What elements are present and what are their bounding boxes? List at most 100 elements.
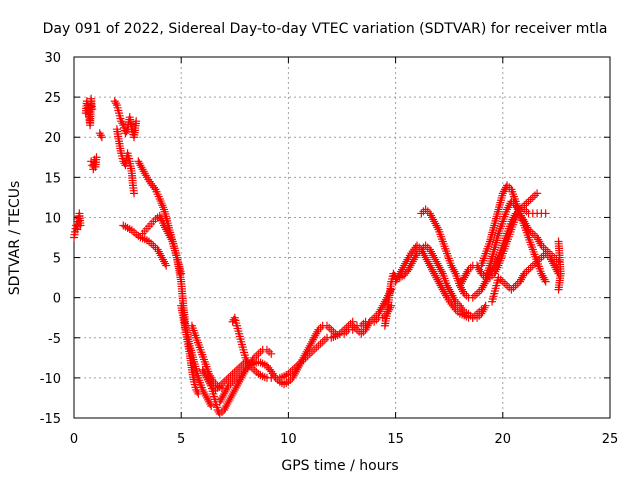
data-point [530, 191, 539, 200]
data-point [519, 271, 528, 280]
data-point [162, 261, 171, 270]
data-point [425, 209, 434, 218]
data-point [420, 251, 429, 260]
data-point [417, 209, 426, 218]
data-point [227, 391, 236, 400]
data-point [470, 311, 479, 320]
series-arc-03 [87, 153, 101, 174]
series-arc-08 [119, 221, 171, 270]
data-point [132, 117, 141, 126]
data-point [437, 283, 446, 292]
data-point [222, 385, 231, 394]
data-point [476, 267, 485, 276]
data-point [417, 245, 426, 254]
data-point [166, 233, 175, 242]
series-arc-10 [177, 301, 203, 398]
data-points [70, 94, 565, 418]
data-point [235, 363, 244, 372]
x-tick-label: 20 [495, 432, 512, 447]
data-point [551, 263, 560, 272]
data-point [395, 269, 404, 278]
data-point [461, 271, 470, 280]
x-tick-label: 15 [387, 432, 404, 447]
data-point [265, 347, 274, 356]
data-point [309, 335, 318, 344]
data-point [481, 301, 490, 310]
data-point [535, 237, 544, 246]
data-point [538, 271, 547, 280]
data-point [475, 265, 484, 274]
data-point [198, 365, 207, 374]
series-arc-09 [138, 211, 186, 278]
data-point [239, 367, 248, 376]
y-tick-label: 30 [44, 51, 61, 66]
data-point [491, 267, 500, 276]
data-point [230, 367, 239, 376]
data-point [165, 231, 174, 240]
data-point [477, 285, 486, 294]
data-point [513, 205, 522, 214]
data-point [201, 391, 210, 400]
data-point [158, 255, 167, 264]
data-point [436, 281, 445, 290]
data-point [153, 245, 162, 254]
data-point [439, 287, 448, 296]
data-point [288, 373, 297, 382]
data-point [194, 389, 203, 398]
data-point [492, 265, 501, 274]
data-point [140, 169, 149, 178]
data-point [490, 269, 499, 278]
data-point [473, 289, 482, 298]
data-point [430, 253, 439, 262]
x-tick-label: 10 [280, 432, 297, 447]
data-point [463, 267, 472, 276]
data-point [441, 291, 450, 300]
data-point [316, 339, 325, 348]
data-point [88, 105, 97, 114]
data-point [160, 221, 169, 230]
data-point [228, 389, 237, 398]
data-point [92, 153, 101, 162]
data-point [289, 371, 298, 380]
data-point [376, 305, 385, 314]
data-point [550, 261, 559, 270]
data-point [511, 281, 520, 290]
data-point [340, 329, 349, 338]
data-point [431, 271, 440, 280]
data-point [167, 235, 176, 244]
data-point [450, 303, 459, 312]
data-point [322, 321, 331, 330]
data-point [426, 247, 435, 256]
data-point [392, 275, 401, 284]
data-point [149, 241, 158, 250]
data-point [217, 393, 226, 402]
data-point [547, 255, 556, 264]
data-point [537, 253, 546, 262]
data-point [342, 327, 351, 336]
data-point [304, 343, 313, 352]
data-point [460, 273, 469, 282]
data-point [199, 367, 208, 376]
data-point [448, 263, 457, 272]
data-point [205, 377, 214, 386]
data-point [226, 393, 235, 402]
y-axis-label: SDTVAR / TECUs [7, 181, 23, 296]
data-point [462, 269, 471, 278]
data-point [162, 225, 171, 234]
data-point [534, 235, 543, 244]
data-point [401, 259, 410, 268]
series-arc-05 [110, 97, 141, 142]
data-point [305, 341, 314, 350]
data-point [252, 351, 261, 360]
data-point [433, 259, 442, 268]
data-point [134, 157, 143, 166]
data-point [375, 307, 384, 316]
data-point [428, 249, 437, 258]
data-point [422, 255, 431, 264]
data-point [163, 227, 172, 236]
data-point [434, 261, 443, 270]
data-point [325, 323, 334, 332]
data-point [432, 273, 441, 282]
data-point [160, 257, 169, 266]
